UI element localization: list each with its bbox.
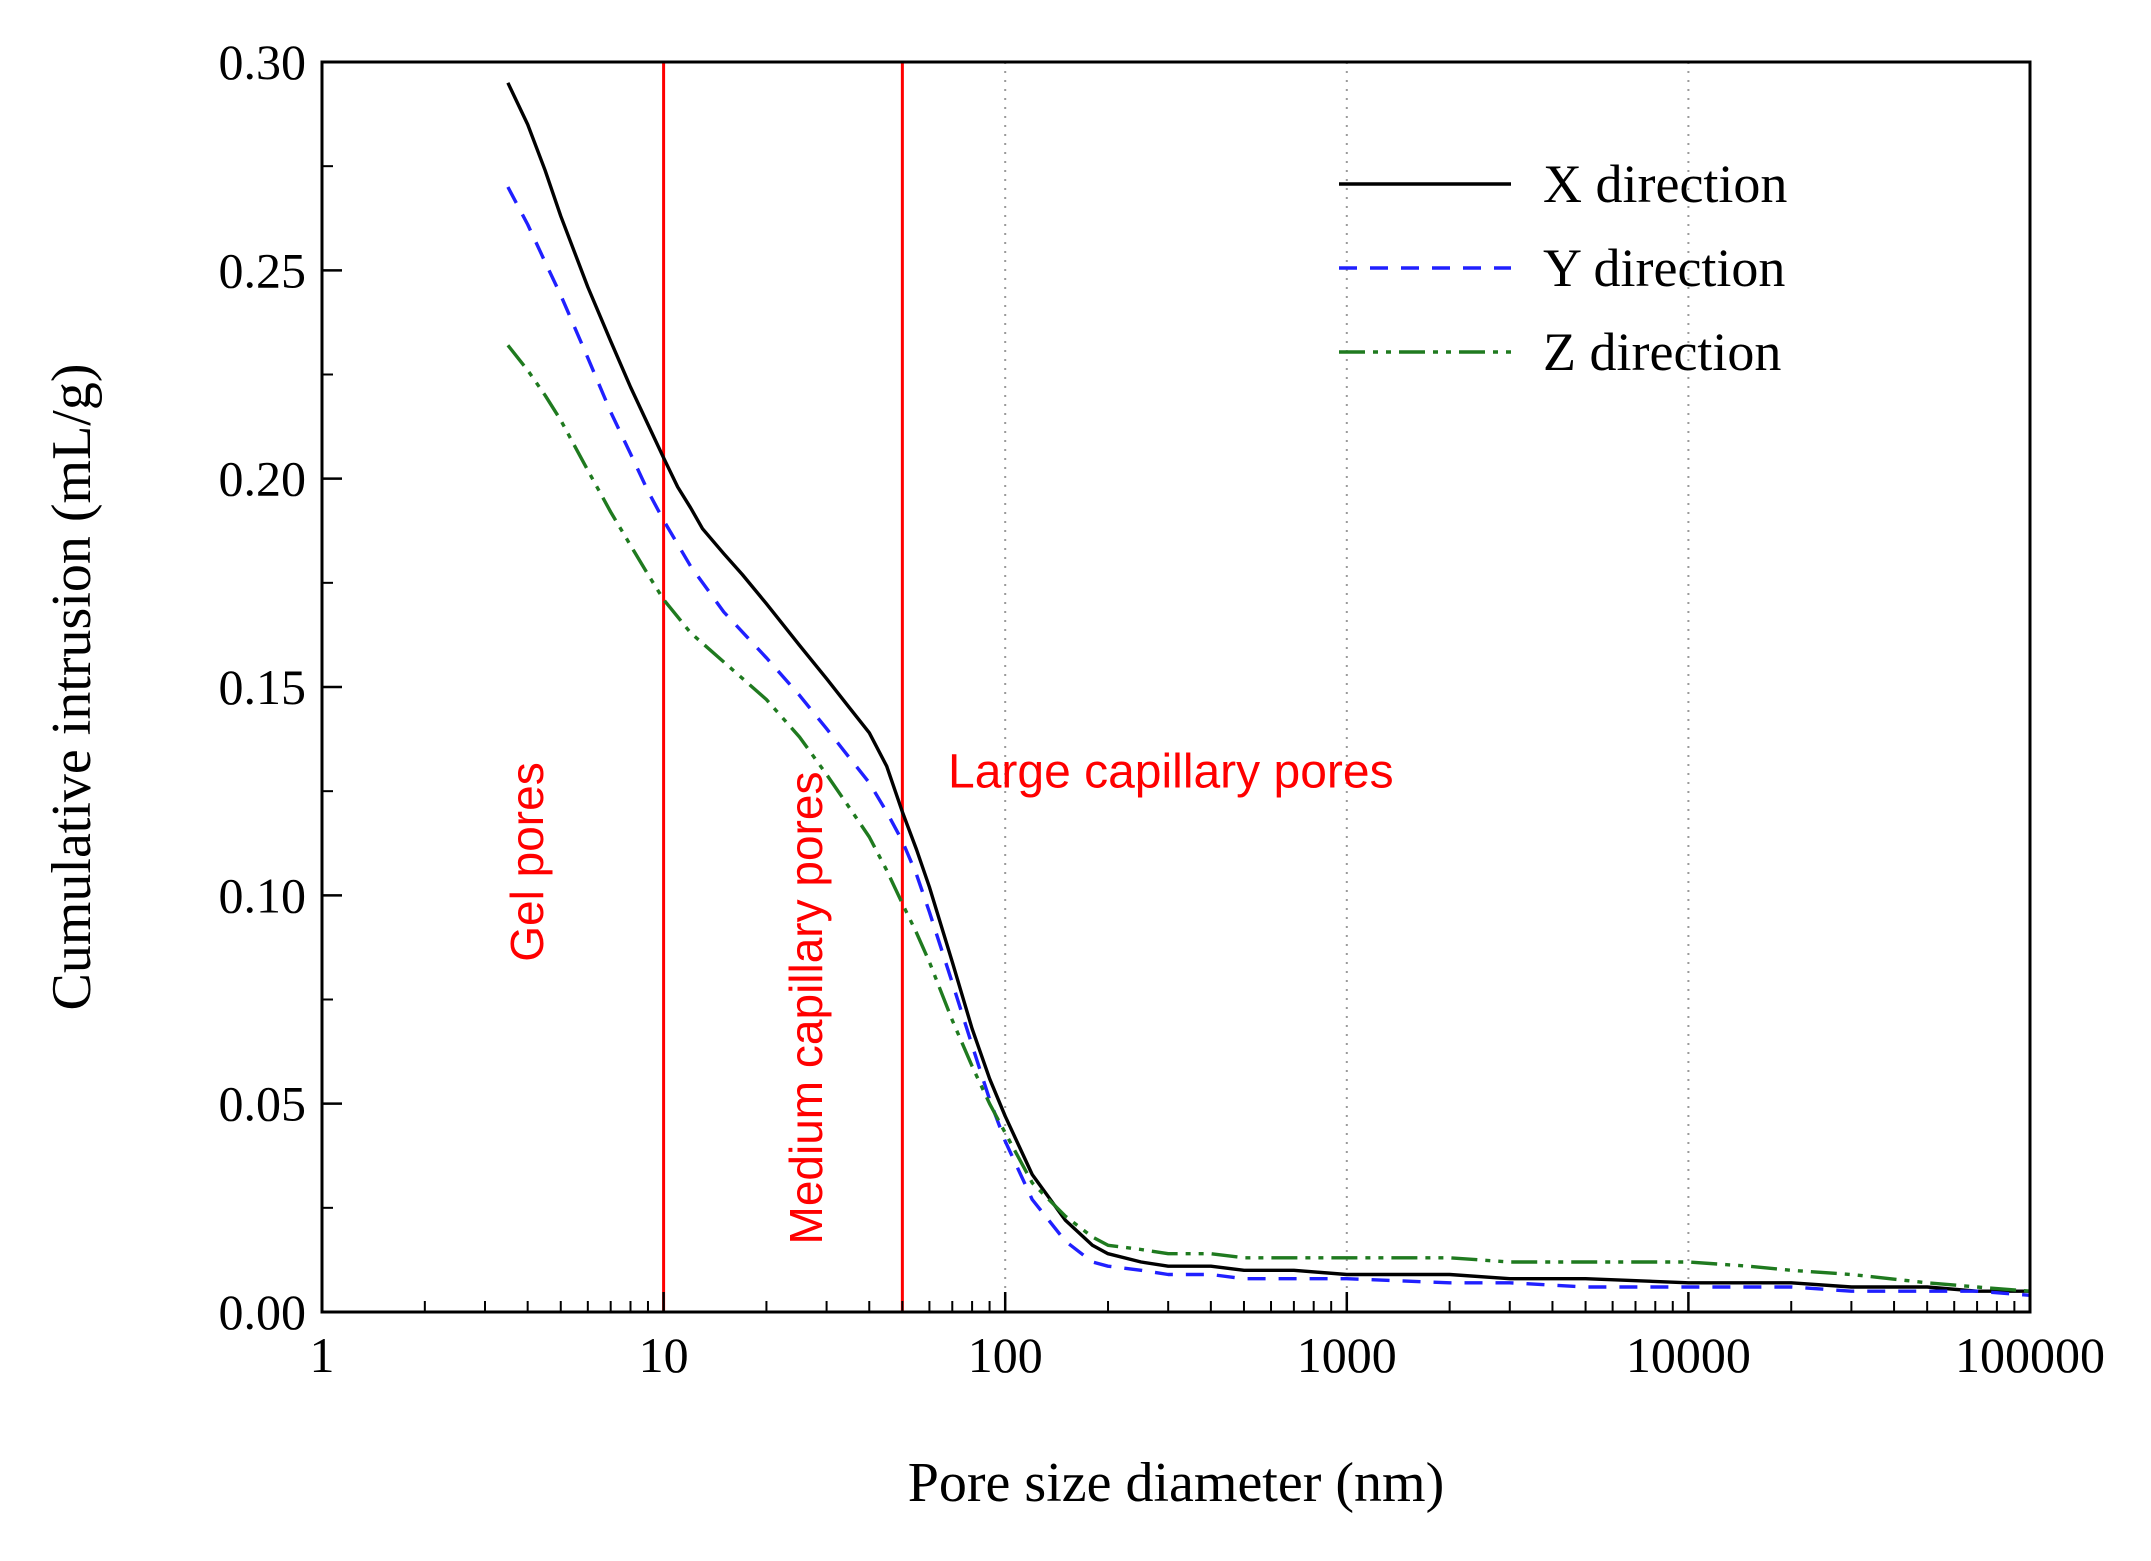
annotation-large-capillary-pores: Large capillary pores bbox=[948, 745, 1394, 799]
x-tick-label: 10000 bbox=[1626, 1327, 1751, 1383]
y-direction-line-sample bbox=[1339, 266, 1511, 270]
z-direction-line-sample bbox=[1339, 350, 1511, 354]
series-x-direction bbox=[506, 82, 2030, 1293]
y-tick-label: 0.05 bbox=[219, 1076, 307, 1132]
legend-label-y-direction: Y direction bbox=[1543, 238, 1786, 298]
y-axis-title: Cumulative intrusion (mL/g) bbox=[41, 363, 103, 1011]
legend: X direction Y direction Z direction bbox=[1335, 150, 1787, 386]
annotation-gel-pores: Gel pores bbox=[501, 762, 553, 962]
y-tick-label: 0.25 bbox=[219, 242, 307, 298]
y-tick-label: 0.15 bbox=[219, 659, 307, 715]
x-tick-label: 1000 bbox=[1297, 1327, 1397, 1383]
annotation-medium-capillary-pores: Medium capillary pores bbox=[780, 771, 832, 1245]
x-tick-label: 1 bbox=[310, 1327, 335, 1383]
x-tick-label: 10 bbox=[639, 1327, 689, 1383]
legend-entry-x-direction: X direction bbox=[1335, 150, 1787, 218]
y-tick-label: 0.20 bbox=[219, 451, 307, 507]
x-tick-label: 100000 bbox=[1955, 1327, 2105, 1383]
legend-entry-y-direction: Y direction bbox=[1335, 234, 1787, 302]
legend-label-x-direction: X direction bbox=[1543, 154, 1788, 214]
y-tick-label: 0.10 bbox=[219, 867, 307, 923]
x-axis-title: Pore size diameter (nm) bbox=[907, 1452, 1445, 1514]
y-tick-label: 0.30 bbox=[219, 34, 307, 90]
series-z-direction bbox=[506, 344, 2031, 1293]
series-y-direction bbox=[506, 186, 2031, 1297]
x-tick-label: 100 bbox=[968, 1327, 1043, 1383]
y-tick-label: 0.00 bbox=[219, 1284, 307, 1340]
x-direction-line-sample bbox=[1339, 182, 1511, 186]
legend-entry-z-direction: Z direction bbox=[1335, 318, 1787, 386]
legend-label-z-direction: Z direction bbox=[1543, 322, 1782, 382]
